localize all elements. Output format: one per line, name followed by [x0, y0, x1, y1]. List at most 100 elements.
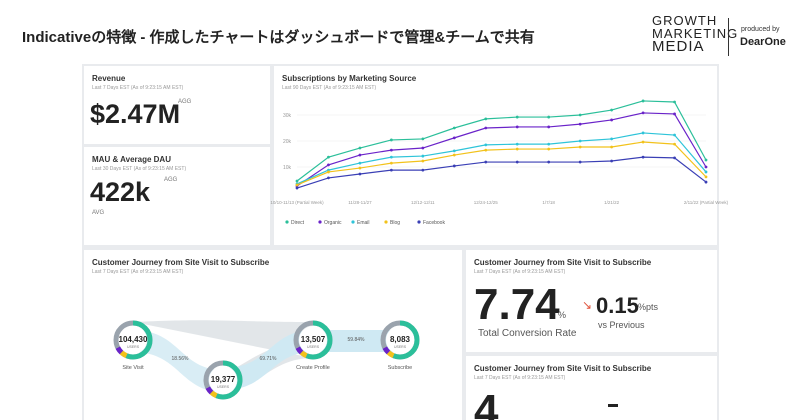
- node-unit: USERS: [307, 345, 320, 349]
- y-tick-label: 20k: [283, 139, 292, 145]
- legend-label: Facebook: [423, 220, 445, 226]
- card-subtitle: Last 7 Days EST (As of 9:23:15 AM EST): [92, 269, 184, 275]
- point: [389, 168, 393, 172]
- point: [610, 145, 614, 149]
- metric-note: AVG: [92, 210, 105, 216]
- series-line: [296, 112, 707, 187]
- point: [421, 159, 425, 163]
- point: [704, 180, 708, 184]
- card-subtitle: Last 7 Days EST (As of 9:23:15 AM EST): [92, 85, 184, 91]
- node-value: 8,083: [390, 335, 411, 344]
- point: [578, 113, 582, 117]
- card-title: Customer Journey from Site Visit to Subs…: [474, 258, 652, 267]
- brand-line: MEDIA: [652, 38, 705, 55]
- conversion-card: Customer Journey from Site Visit to Subs…: [466, 250, 717, 352]
- x-tick-label: 12/12-12/11: [411, 200, 435, 205]
- point: [484, 117, 488, 121]
- node-value: 104,430: [119, 335, 148, 344]
- point: [358, 161, 362, 165]
- metric-value: 4: [474, 386, 499, 420]
- card-subtitle: Last 7 Days EST (As of 9:23:15 AM EST): [474, 375, 566, 381]
- change-label: vs Previous: [598, 320, 645, 330]
- point: [547, 142, 551, 146]
- node-unit: USERS: [217, 385, 230, 389]
- point: [704, 170, 708, 174]
- point: [673, 100, 676, 104]
- point: [327, 176, 330, 180]
- point: [421, 146, 425, 150]
- card-subtitle: Last 90 Days EST (As of 9:23:15 AM EST): [282, 85, 377, 91]
- flow-band: [313, 330, 400, 352]
- card-title: Revenue: [92, 74, 126, 83]
- series-line: [296, 132, 707, 185]
- flow-rate: 18.56%: [172, 356, 190, 362]
- dash: [608, 404, 618, 407]
- x-tick-label: 1/7/18: [542, 200, 555, 205]
- node-label: Site Visit: [122, 365, 144, 371]
- point: [327, 155, 330, 159]
- point: [327, 163, 330, 167]
- point: [389, 148, 393, 152]
- point: [452, 136, 456, 140]
- point: [673, 133, 676, 137]
- metric-unit: %: [558, 310, 567, 320]
- point: [295, 186, 299, 190]
- point: [515, 125, 519, 129]
- flow-rate: 69.71%: [260, 356, 278, 362]
- legend-label: Direct: [291, 220, 305, 226]
- point: [358, 153, 362, 157]
- down-arrow: ↘: [582, 298, 593, 312]
- legend-dot: [285, 220, 289, 224]
- y-tick-label: 10k: [283, 165, 292, 171]
- revenue-card: Revenue Last 7 Days EST (As of 9:23:15 A…: [84, 66, 270, 144]
- point: [295, 183, 299, 187]
- x-tick-label: 11/28-11/27: [348, 200, 372, 205]
- point: [547, 160, 551, 164]
- point: [421, 154, 425, 158]
- point: [452, 126, 456, 130]
- point: [515, 147, 519, 151]
- legend-dot: [351, 220, 355, 224]
- metric-value: 7.74: [474, 280, 560, 329]
- legend-label: Blog: [390, 220, 400, 226]
- conversion-card-2: Customer Journey from Site Visit to Subs…: [466, 356, 717, 420]
- metric-badge: AGG: [164, 177, 178, 183]
- card-subtitle: Last 7 Days EST (As of 9:23:15 AM EST): [474, 269, 566, 275]
- point: [515, 142, 519, 146]
- point: [484, 160, 488, 164]
- point: [673, 112, 676, 116]
- donut-center: [299, 326, 327, 354]
- point: [484, 148, 488, 152]
- legend-dot: [318, 220, 322, 224]
- card-title: Subscriptions by Marketing Source: [282, 74, 417, 83]
- produced-by: produced by: [741, 26, 780, 33]
- point: [358, 146, 362, 150]
- legend-dot: [384, 220, 388, 224]
- point: [547, 147, 551, 151]
- point: [389, 138, 393, 142]
- x-tick-label: 10/10-11/13 (Partial Week): [270, 200, 324, 205]
- point: [641, 140, 645, 144]
- metric-value: 422k: [90, 177, 151, 207]
- point: [358, 166, 362, 170]
- node-unit: USERS: [394, 345, 407, 349]
- point: [295, 179, 299, 183]
- point: [578, 160, 582, 164]
- legend-dot: [417, 220, 421, 224]
- donut-ring: [113, 320, 153, 360]
- point: [673, 156, 676, 160]
- series-line: [296, 100, 707, 182]
- brand-logo: GROWTH MARKETING MEDIA: [652, 14, 738, 55]
- y-tick-label: 30k: [283, 113, 292, 119]
- donut-ring: [380, 320, 420, 360]
- x-tick-label: 2/11/22 (Partial Week): [684, 200, 729, 205]
- point: [547, 125, 551, 129]
- point: [484, 126, 488, 130]
- legend-label: Organic: [324, 220, 342, 226]
- node-value: 19,377: [211, 375, 236, 384]
- series-line: [296, 156, 707, 189]
- metric-badge: AGG: [178, 99, 192, 105]
- flow-band: [223, 330, 313, 390]
- point: [704, 165, 708, 169]
